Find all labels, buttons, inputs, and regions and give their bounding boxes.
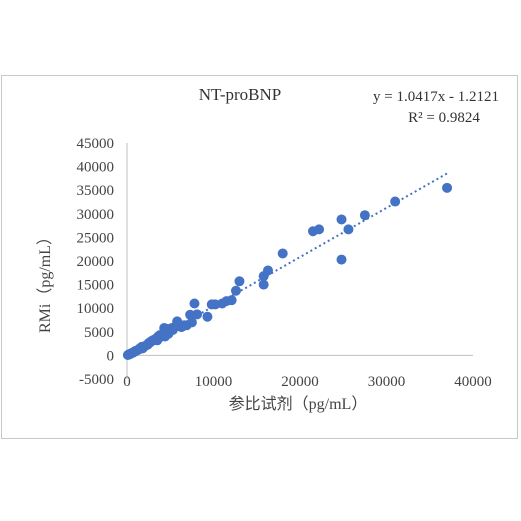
x-tick-label: 20000 (281, 374, 319, 390)
data-point (336, 214, 347, 225)
x-tick-label: 40000 (454, 374, 492, 390)
x-tick-label: 30000 (368, 374, 406, 390)
y-tick-label: 35000 (77, 183, 115, 199)
data-points (122, 182, 453, 361)
y-tick-label: 45000 (77, 136, 115, 152)
data-point (314, 224, 325, 235)
data-point (442, 182, 453, 193)
data-point (258, 279, 269, 290)
y-tick-label: 30000 (77, 207, 115, 223)
y-tick-label: 25000 (77, 230, 115, 246)
data-point (359, 210, 370, 221)
data-point (277, 248, 288, 259)
chart-area: NT-proBNP y = 1.0417x - 1.2121 R² = 0.98… (1, 75, 518, 439)
y-tick-label: -5000 (79, 372, 114, 388)
y-axis-label: RMi（pg/mL） (36, 229, 54, 333)
data-point (234, 276, 245, 287)
data-point (343, 224, 354, 235)
data-point (186, 317, 197, 328)
x-tick-label: 0 (123, 374, 131, 390)
chart-title: NT-proBNP (199, 85, 282, 104)
y-tick-label: 0 (107, 348, 115, 364)
data-point (336, 254, 347, 265)
data-point (189, 298, 200, 309)
data-point (192, 309, 203, 320)
axes (126, 143, 473, 379)
y-tick-label: 40000 (77, 160, 115, 176)
scatter-chart: NT-proBNP y = 1.0417x - 1.2121 R² = 0.98… (36, 85, 499, 413)
data-point (230, 285, 241, 296)
y-tick-label: 15000 (77, 278, 115, 294)
data-point (226, 295, 237, 306)
y-tick-label: 10000 (77, 301, 115, 317)
tick-labels: -5000 0 5000 10000 15000 20000 25000 30000 35000… (77, 136, 492, 390)
data-point (262, 265, 273, 276)
y-tick-label: 20000 (77, 254, 115, 270)
y-tick-label: 5000 (84, 325, 114, 341)
data-point (202, 311, 213, 322)
trendline-equation: y = 1.0417x - 1.2121 (373, 89, 499, 105)
trendline-r2: R² = 0.9824 (408, 110, 480, 126)
x-tick-label: 10000 (195, 374, 233, 390)
x-axis-label: 参比试剂（pg/mL） (229, 395, 368, 413)
data-point (390, 196, 401, 207)
